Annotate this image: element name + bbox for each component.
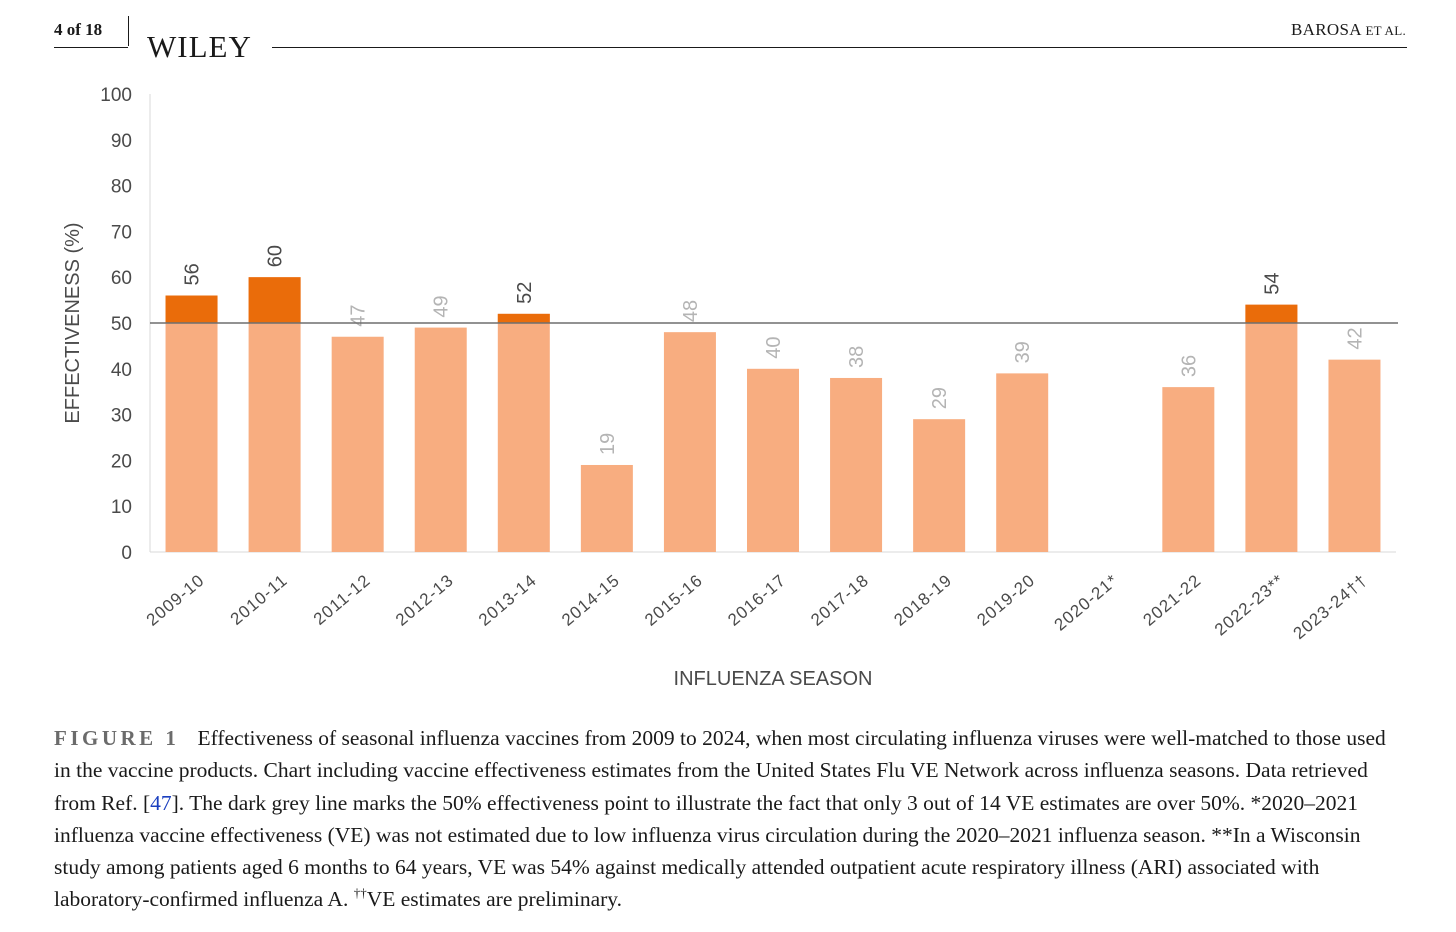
page-header: 4 of 18 WILEY BAROSA ET AL. <box>0 0 1456 70</box>
y-tick-label: 80 <box>111 177 132 198</box>
x-tick-label: 2019-20 <box>973 571 1038 630</box>
header-separator <box>128 16 129 46</box>
x-tick-label: 2009-10 <box>143 571 208 630</box>
bar <box>913 419 966 552</box>
bar <box>996 373 1049 552</box>
x-tick-label: 2016-17 <box>724 571 789 630</box>
figure-caption: FIGURE 1 Effectiveness of seasonal influe… <box>54 722 1406 916</box>
figure-label: FIGURE 1 <box>54 726 180 750</box>
page-number: 4 of 18 <box>54 20 103 39</box>
bar-highlight-segment <box>165 295 218 323</box>
bar-highlight-segment <box>497 313 550 323</box>
x-tick-label: 2017-18 <box>807 571 872 630</box>
data-label: 19 <box>597 433 619 455</box>
data-label: 54 <box>1261 272 1283 294</box>
y-tick-label: 100 <box>100 85 132 106</box>
x-tick-label: 2010-11 <box>227 571 291 629</box>
bar <box>663 332 716 552</box>
bar-highlight-segment <box>1245 304 1298 323</box>
x-axis-title: INFLUENZA SEASON <box>674 668 873 690</box>
y-tick-label: 40 <box>111 360 132 381</box>
x-tick-label: 2014-15 <box>558 571 623 630</box>
bar <box>331 336 384 552</box>
x-tick-label: 2013-14 <box>475 571 540 630</box>
header-rule <box>272 47 1407 48</box>
x-tick-label: 2022-23** <box>1211 571 1288 640</box>
bar <box>497 313 550 552</box>
caption-text-1: Effectiveness of seasonal influenza vacc… <box>54 726 1386 815</box>
y-tick-label: 10 <box>111 497 132 518</box>
y-tick-label: 90 <box>111 131 132 152</box>
data-label: 39 <box>1012 341 1034 363</box>
caption-superscript: †† <box>353 885 367 901</box>
y-tick-label: 0 <box>121 543 132 564</box>
x-tick-label: 2011-12 <box>310 571 374 629</box>
data-label: 38 <box>846 346 868 368</box>
data-label: 40 <box>763 337 785 359</box>
bar-highlight-segment <box>248 277 301 323</box>
y-tick-label: 70 <box>111 222 132 243</box>
bar <box>830 377 883 552</box>
data-label: 29 <box>929 387 951 409</box>
bar <box>580 464 633 552</box>
bar <box>1328 359 1381 552</box>
bar <box>165 295 218 552</box>
caption-text-3: VE estimates are preliminary. <box>366 887 623 912</box>
x-tick-label: 2012-13 <box>392 571 457 630</box>
header-rule-left <box>54 47 128 48</box>
running-head: BAROSA ET AL. <box>1291 20 1406 40</box>
reference-link[interactable]: 47 <box>150 790 172 815</box>
publisher-logo: WILEY <box>147 29 252 64</box>
y-tick-label: 50 <box>111 314 132 335</box>
caption-text-2: ]. The dark grey line marks the 50% effe… <box>54 790 1361 912</box>
bar <box>1162 387 1215 552</box>
bar <box>414 327 467 552</box>
data-label: 52 <box>514 282 536 304</box>
x-tick-label: 2021-22 <box>1140 571 1205 630</box>
data-label: 47 <box>348 304 370 326</box>
y-tick-label: 30 <box>111 406 132 427</box>
bar <box>747 368 799 552</box>
y-tick-label: 20 <box>111 451 132 472</box>
data-label: 60 <box>265 245 287 267</box>
running-head-authors: BAROSA <box>1291 20 1361 39</box>
data-label: 48 <box>680 300 702 322</box>
bar <box>1245 304 1298 552</box>
x-tick-label: 2023-24†† <box>1290 571 1371 644</box>
data-label: 36 <box>1178 355 1200 377</box>
y-tick-label: 60 <box>111 268 132 289</box>
x-tick-label: 2020-21* <box>1051 571 1122 635</box>
y-axis-title: EFFECTIVENESS (%) <box>62 222 84 423</box>
data-label: 56 <box>182 263 204 285</box>
x-tick-label: 2015-16 <box>641 571 706 630</box>
running-head-suffix: ET AL. <box>1365 23 1406 38</box>
data-label: 42 <box>1344 327 1366 349</box>
bar-chart: 0 10 20 30 40 50 60 70 80 90 100 EFFECTIVENESS (%) 5… <box>62 85 1398 690</box>
x-tick-label: 2018-19 <box>890 571 955 630</box>
data-label: 49 <box>431 295 453 317</box>
